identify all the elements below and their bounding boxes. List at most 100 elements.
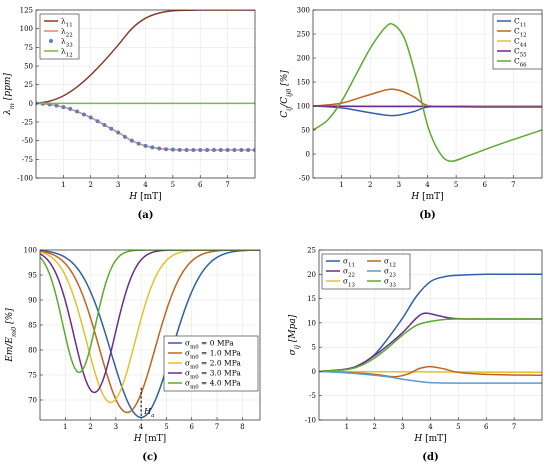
- y-tick-label: 250: [297, 31, 310, 39]
- legend-label: σm0 = 1.0 MPa: [185, 349, 241, 361]
- x-tick-label: 7: [215, 423, 219, 431]
- series-line: [40, 250, 260, 419]
- y-tick-label: -10: [305, 417, 316, 425]
- x-tick-label: 7: [511, 181, 515, 189]
- series-line: [313, 22, 542, 162]
- legend-label: σ33: [384, 277, 397, 289]
- x-tick-label: 3: [114, 423, 118, 431]
- x-tick-label: 7: [225, 181, 229, 189]
- legend-label: C44: [514, 37, 527, 49]
- x-tick-label: 6: [483, 181, 488, 189]
- x-tick-label: 7: [512, 423, 516, 431]
- data-point: [129, 138, 134, 143]
- data-point: [81, 112, 86, 117]
- legend-label: σm0 = 2.0 MPa: [185, 359, 241, 371]
- data-point: [136, 141, 141, 146]
- x-axis-label: H [mT]: [410, 192, 443, 202]
- data-point: [102, 122, 107, 127]
- legend-label: σ23: [384, 267, 397, 279]
- x-axis-label: H [mT]: [128, 192, 161, 202]
- data-point: [116, 130, 121, 135]
- y-tick-label: 25: [24, 81, 33, 89]
- data-point: [239, 148, 244, 152]
- x-tick-label: 4: [143, 181, 148, 189]
- y-tick-label: 95: [28, 272, 37, 280]
- legend-label: λ11: [61, 17, 73, 29]
- x-tick-label: 4: [428, 423, 433, 431]
- x-tick-label: 4: [425, 181, 430, 189]
- data-point: [205, 148, 210, 152]
- y-tick-label: 75: [28, 372, 37, 380]
- y-tick-label: 150: [297, 79, 310, 87]
- panel-caption: (d): [422, 452, 438, 463]
- x-tick-label: 2: [368, 181, 372, 189]
- axes-frame: [39, 249, 261, 421]
- panel-caption: (a): [138, 210, 154, 221]
- legend-label: σm0 = 3.0 MPa: [185, 369, 241, 381]
- x-tick-label: 1: [345, 423, 349, 431]
- y-tick-label: 0: [306, 151, 310, 159]
- data-point: [198, 148, 203, 152]
- series-line: [313, 105, 542, 108]
- y-tick-label: 70: [28, 397, 37, 405]
- y-tick-label: 5: [312, 344, 316, 352]
- x-tick-label: 3: [400, 423, 404, 431]
- x-axis-label: H [mT]: [413, 434, 446, 444]
- series-line: [319, 370, 542, 374]
- series-group: [313, 22, 542, 162]
- legend-label: λ12: [61, 47, 73, 59]
- y-tick-label: 200: [297, 55, 310, 63]
- x-tick-label: 5: [164, 423, 168, 431]
- panel-caption: (b): [419, 210, 435, 221]
- legend-label: λ33: [61, 37, 73, 49]
- data-point: [75, 109, 80, 114]
- data-point: [88, 115, 93, 120]
- x-tick-label: 3: [116, 181, 120, 189]
- y-tick-label: 50: [24, 63, 33, 71]
- data-point: [54, 103, 59, 108]
- y-axis-label: σij [Mpa]: [288, 314, 301, 355]
- y-tick-label: -75: [22, 156, 33, 164]
- legend-label: σ13: [343, 277, 356, 289]
- x-tick-label: 5: [171, 181, 175, 189]
- data-point: [61, 105, 66, 110]
- data-point: [218, 148, 223, 152]
- x-tick-label: 2: [88, 423, 92, 431]
- y-axis-label: Em/Em0 [%]: [5, 308, 18, 363]
- y-tick-label: -5: [309, 392, 316, 400]
- series-group: [36, 10, 255, 152]
- legend-label: σm0 = 4.0 MPa: [185, 379, 241, 391]
- panel-a: 1 2 3 4 5 6 7 -100 -75 -50 -25 0 25 50 75 100 125 H [mT] λ…: [3, 7, 256, 221]
- y-tick-label: 25: [307, 247, 316, 255]
- legend-label: λ22: [61, 27, 73, 39]
- data-point: [68, 106, 73, 111]
- series-line: [40, 250, 260, 394]
- annotation-label: Ha: [143, 407, 155, 419]
- x-tick-label: 5: [456, 423, 460, 431]
- data-point: [191, 148, 196, 152]
- y-tick-label: 80: [28, 347, 37, 355]
- y-tick-label: 85: [28, 322, 37, 330]
- data-point: [225, 148, 230, 152]
- y-tick-label: 50: [301, 127, 310, 135]
- x-tick-label: 4: [139, 423, 144, 431]
- y-tick-label: 100: [297, 103, 310, 111]
- data-point: [177, 147, 182, 152]
- legend-label: C55: [514, 47, 527, 59]
- y-tick-label: -100: [17, 175, 33, 183]
- y-tick-label: -25: [22, 119, 33, 127]
- legend-label: σm0 = 0 MPa: [185, 339, 234, 351]
- x-axis-label: H [mT]: [133, 434, 166, 444]
- data-point: [143, 143, 148, 148]
- data-point: [122, 134, 127, 139]
- series-line: [40, 250, 260, 404]
- data-point: [253, 148, 255, 152]
- data-point: [95, 119, 100, 124]
- data-point: [232, 148, 237, 152]
- legend-label: σ11: [343, 257, 355, 269]
